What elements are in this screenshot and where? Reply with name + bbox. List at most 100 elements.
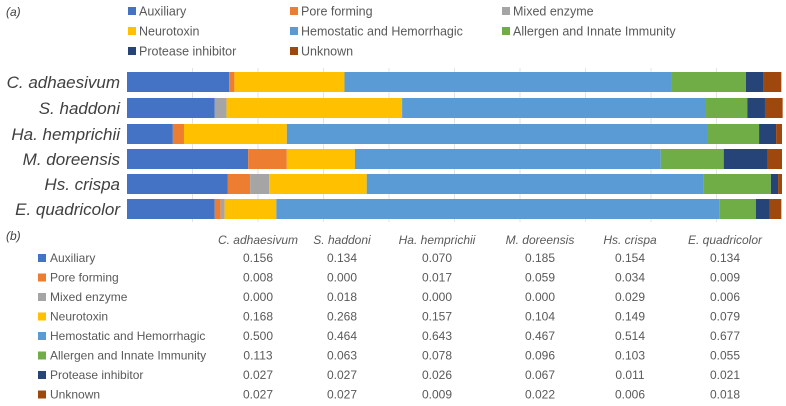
table-header: Ha. hemprichii: [399, 233, 476, 247]
table-cell: 0.063: [327, 349, 357, 363]
panel-label-a: (a): [6, 5, 21, 19]
bar-segment-hemostatic-and-hemorrhagic: [366, 174, 704, 194]
table-row-protease-inhibitor: Protease inhibitor 0.027 0.027 0.026 0.067 0.…: [38, 368, 740, 382]
bar-segment-neurotoxin: [224, 199, 277, 219]
bar-segment-allergen-and-innate-immunity: [671, 72, 746, 92]
bar-ha-hemprichii: [127, 124, 782, 144]
table-swatch: [38, 293, 46, 301]
table-cell: 0.006: [710, 290, 740, 304]
legend-swatch: [128, 47, 136, 55]
table-cell: 0.467: [525, 329, 555, 343]
bar-segment-mixed-enzyme: [250, 174, 270, 194]
bar-segment-protease-inhibitor: [759, 124, 777, 144]
y-tick-label: S. haddoni: [39, 99, 122, 118]
table-cell: 0.026: [422, 368, 452, 382]
bar-segment-unknown: [764, 98, 783, 118]
y-tick-label: Hs. crispa: [44, 175, 120, 194]
bar-segment-unknown: [778, 174, 782, 194]
bar-segment-allergen-and-innate-immunity: [719, 199, 756, 219]
table-row-label: Allergen and Innate Immunity: [50, 349, 206, 363]
table-cell: 0.070: [422, 251, 452, 265]
bar-segment-unknown: [767, 149, 782, 169]
bar-hs-crispa: [127, 174, 782, 194]
bar-segment-hemostatic-and-hemorrhagic: [344, 72, 672, 92]
bar-segment-auxiliary: [127, 199, 215, 219]
legend-label: Protease inhibitor: [139, 45, 236, 59]
bar-segment-pore-forming: [172, 124, 184, 144]
table-row-label: Unknown: [50, 388, 100, 402]
table-cell: 0.096: [525, 349, 555, 363]
table-header: S. haddoni: [313, 233, 371, 247]
y-tick-label: E. quadricolor: [15, 200, 121, 219]
legend-label: Neurotoxin: [139, 25, 199, 39]
table-cell: 0.018: [327, 290, 357, 304]
table-swatch: [38, 332, 46, 340]
table-cell: 0.134: [710, 251, 740, 265]
table-cell: 0.113: [243, 349, 272, 363]
table-cell: 0.055: [710, 349, 740, 363]
table-cell: 0.157: [422, 310, 452, 324]
table-swatch: [38, 351, 46, 360]
table-cell: 0.027: [327, 388, 357, 402]
bar-segment-pore-forming: [229, 72, 235, 92]
table-cell: 0.000: [422, 290, 452, 304]
table-row-label: Neurotoxin: [50, 310, 108, 324]
table-cell: 0.268: [327, 310, 357, 324]
table-row-label: Hemostatic and Hemorrhagic: [50, 329, 205, 343]
bar-e-quadricolor: [127, 199, 782, 219]
legend-swatch: [128, 7, 136, 15]
legend-swatch: [128, 27, 136, 35]
bar-segment-allergen-and-innate-immunity: [706, 98, 748, 118]
table-row-allergen-and-innate-immunity: Allergen and Innate Immunity 0.113 0.063 0.…: [38, 349, 740, 363]
bar-segment-auxiliary: [127, 98, 215, 118]
legend-item-auxiliary: Auxiliary: [128, 5, 187, 19]
bar-segment-hemostatic-and-hemorrhagic: [402, 98, 707, 118]
table-cell: 0.021: [710, 368, 740, 382]
legend-label: Unknown: [301, 45, 353, 59]
table-cell: 0.168: [243, 310, 273, 324]
table-header: C. adhaesivum: [218, 233, 298, 247]
table-swatch: [38, 254, 46, 262]
table-cell: 0.464: [327, 329, 357, 343]
bar-c-adhaesivum: [127, 72, 782, 92]
legend-swatch: [290, 7, 298, 15]
bar-segment-auxiliary: [127, 174, 228, 194]
table-cell: 0.154: [615, 251, 645, 265]
table-cell: 0.134: [327, 251, 357, 265]
table-cell: 0.027: [327, 368, 357, 382]
legend-swatch: [290, 47, 298, 55]
bar-segment-hemostatic-and-hemorrhagic: [286, 124, 708, 144]
table-cell: 0.500: [243, 329, 273, 343]
y-tick-label: C. adhaesivum: [7, 73, 120, 92]
table-row-label: Mixed enzyme: [50, 290, 128, 304]
table-row-label: Auxiliary: [50, 251, 95, 265]
table-row-pore-forming: Pore forming 0.008 0.000 0.017 0.059 0.034 0.0…: [38, 271, 740, 285]
legend-swatch: [290, 27, 298, 35]
bar-segment-allergen-and-innate-immunity: [703, 174, 771, 194]
bar-segment-auxiliary: [127, 149, 249, 169]
table-swatch: [38, 273, 46, 282]
bar-segment-protease-inhibitor: [755, 199, 770, 219]
table-cell: 0.034: [615, 271, 645, 285]
bar-s-haddoni: [127, 98, 783, 118]
table-row-hemostatic-and-hemorrhagic: Hemostatic and Hemorrhagic 0.500 0.464 0.64…: [38, 329, 740, 343]
table-cell: 0.185: [525, 251, 555, 265]
y-tick-label: M. doreensis: [23, 150, 121, 169]
table-row-auxiliary: Auxiliary 0.156 0.134 0.070 0.185 0.154 0.134: [38, 251, 740, 265]
bar-segment-pore-forming: [214, 199, 221, 219]
table-row-mixed-enzyme: Mixed enzyme 0.000 0.018 0.000 0.000 0.029 0.0…: [38, 290, 740, 304]
bar-segment-neurotoxin: [234, 72, 345, 92]
table-cell: 0.027: [243, 388, 273, 402]
table-cell: 0.000: [327, 271, 357, 285]
table-cell: 0.067: [525, 368, 555, 382]
bar-segment-unknown: [769, 199, 782, 219]
table-cell: 0.000: [243, 290, 273, 304]
table-swatch: [38, 371, 46, 379]
table-cell: 0.006: [615, 388, 645, 402]
table-cell: 0.514: [615, 329, 645, 343]
bar-segment-mixed-enzyme: [214, 98, 227, 118]
bar-segment-allergen-and-innate-immunity: [707, 124, 760, 144]
bar-segment-pore-forming: [248, 149, 287, 169]
bar-segment-auxiliary: [127, 124, 173, 144]
bar-segment-unknown: [763, 72, 782, 92]
